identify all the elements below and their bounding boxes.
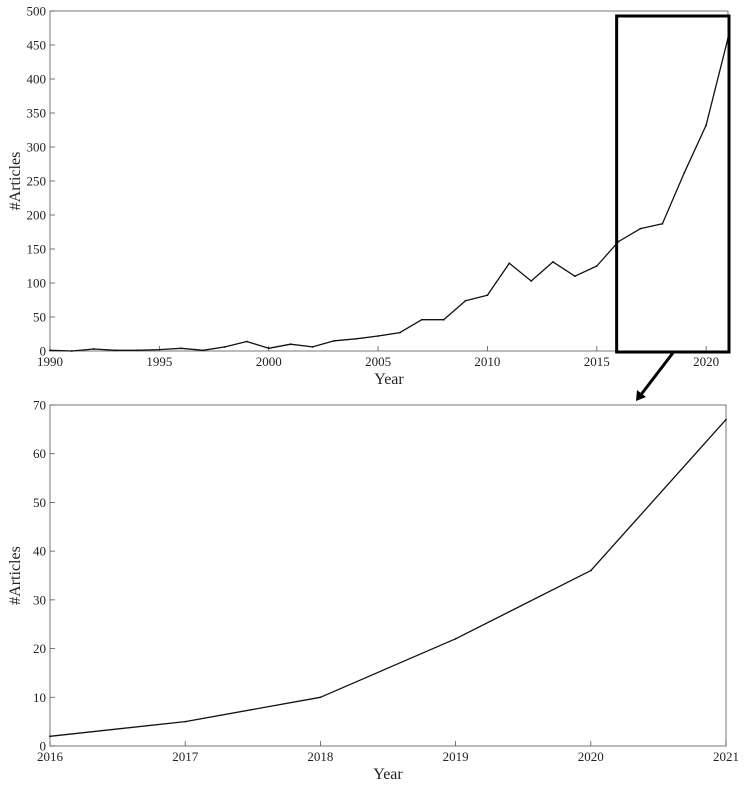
zoom-highlight-box [615, 14, 731, 354]
data-point [92, 348, 95, 350]
series-line [49, 38, 729, 352]
data-point [319, 696, 322, 699]
series-line [49, 419, 727, 737]
data-point [377, 335, 379, 337]
y-tick-label: 30 [33, 592, 46, 607]
data-point [158, 348, 161, 351]
data-point [114, 349, 117, 352]
data-point [683, 171, 686, 174]
y-tick-label: 300 [27, 140, 47, 155]
data-point [355, 337, 358, 340]
y-tick-label: 150 [27, 242, 47, 257]
data-point [180, 347, 183, 350]
data-point [725, 418, 727, 421]
y-tick-label: 250 [27, 174, 47, 189]
y-tick-label: 10 [33, 690, 46, 705]
data-point [420, 318, 423, 321]
x-tick-label: 2020 [693, 354, 719, 369]
y-tick-label: 60 [33, 446, 46, 461]
y-tick-label: 0 [40, 739, 47, 754]
x-tick-label: 2018 [307, 749, 333, 764]
data-point [311, 346, 314, 348]
y-tick-label: 40 [33, 544, 46, 559]
data-point [486, 294, 489, 297]
x-tick-label: 2010 [474, 354, 500, 369]
x-tick-label: 2017 [172, 749, 199, 764]
y-tick-label: 350 [27, 106, 47, 121]
y-tick-label: 70 [33, 398, 46, 413]
data-point [454, 637, 457, 640]
data-point [49, 735, 51, 738]
y-tick-label: 200 [27, 208, 47, 223]
data-point [245, 340, 248, 343]
x-tick-label: 2016 [37, 749, 64, 764]
y-tick-label: 0 [40, 344, 47, 359]
data-point [508, 262, 511, 265]
x-tick-label: 2019 [443, 749, 469, 764]
y-axis-label: #Articles [7, 152, 24, 211]
data-point [639, 227, 642, 230]
x-axis-label: Year [373, 766, 403, 783]
zoom-arrow-shaft [638, 352, 675, 397]
x-tick-label: 1990 [37, 354, 63, 369]
data-point [552, 261, 554, 263]
zoom-annotation [615, 14, 731, 401]
y-tick-label: 50 [33, 310, 46, 325]
data-point [184, 720, 187, 723]
x-tick-label: 1995 [146, 354, 172, 369]
data-point [705, 124, 708, 127]
plot-area-frame [49, 404, 727, 747]
zoom-arrow-head [636, 390, 646, 401]
data-point [136, 349, 139, 352]
data-point [267, 347, 270, 350]
data-point [70, 350, 73, 352]
bottom-chart: 2016 2017 2018 2019 2020 2021 0 10 20 30 40 50 60 70 Y… [7, 398, 739, 784]
data-point [224, 346, 226, 348]
x-axis-label: Year [374, 371, 404, 388]
data-point [589, 569, 592, 572]
plot-area-frame [49, 10, 729, 352]
data-point [49, 349, 51, 352]
data-point [202, 349, 204, 352]
y-tick-label: 400 [27, 72, 47, 87]
top-chart: 1990 1995 2000 2005 2010 2015 2020 0 50 100 150 200… [7, 4, 729, 388]
y-tick-label: 500 [27, 4, 47, 19]
data-point [289, 343, 292, 346]
y-tick-label: 100 [27, 276, 47, 291]
data-point [333, 339, 336, 342]
y-axis-label: #Articles [7, 546, 24, 605]
y-tick-label: 450 [27, 38, 47, 53]
data-point [442, 318, 445, 321]
data-point [617, 240, 620, 243]
y-tick-label: 50 [33, 495, 46, 510]
x-tick-label: 2020 [578, 749, 604, 764]
data-point [399, 331, 401, 334]
data-point [574, 275, 576, 278]
data-point [464, 299, 467, 302]
data-point [595, 265, 598, 267]
x-tick-label: 2015 [584, 354, 610, 369]
x-tick-label: 2000 [256, 354, 282, 369]
x-tick-label: 2021 [713, 749, 739, 764]
x-tick-label: 2005 [365, 354, 391, 369]
y-tick-label: 20 [33, 641, 46, 656]
data-point [530, 280, 533, 282]
data-point [661, 222, 664, 225]
